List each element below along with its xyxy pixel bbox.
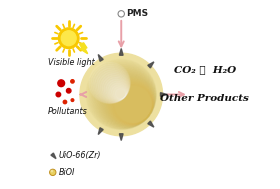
Circle shape xyxy=(114,85,152,124)
Circle shape xyxy=(71,99,74,101)
Circle shape xyxy=(105,77,154,125)
Text: PMS: PMS xyxy=(127,9,149,18)
Circle shape xyxy=(50,170,53,172)
Polygon shape xyxy=(80,43,88,54)
Circle shape xyxy=(59,28,79,49)
Circle shape xyxy=(102,75,128,101)
Circle shape xyxy=(71,80,74,83)
Circle shape xyxy=(50,169,56,176)
Circle shape xyxy=(110,83,127,100)
Circle shape xyxy=(66,88,71,93)
Circle shape xyxy=(99,71,155,127)
Text: BiOI: BiOI xyxy=(59,168,75,177)
Circle shape xyxy=(118,11,124,17)
Polygon shape xyxy=(119,134,123,140)
Circle shape xyxy=(95,68,129,103)
Polygon shape xyxy=(119,49,123,55)
Text: CO₂ 、  H₂O: CO₂ 、 H₂O xyxy=(174,66,236,75)
Circle shape xyxy=(98,72,129,102)
Text: Pollutants: Pollutants xyxy=(48,107,88,116)
Circle shape xyxy=(56,92,61,97)
Circle shape xyxy=(93,66,130,103)
Text: Visible light: Visible light xyxy=(48,58,95,67)
Circle shape xyxy=(93,66,155,128)
Circle shape xyxy=(90,64,156,129)
Circle shape xyxy=(115,88,126,99)
Polygon shape xyxy=(51,153,56,159)
Circle shape xyxy=(97,70,129,102)
Circle shape xyxy=(111,82,153,124)
Circle shape xyxy=(91,64,130,103)
Circle shape xyxy=(58,80,65,87)
Circle shape xyxy=(108,81,127,100)
Circle shape xyxy=(92,65,155,128)
Circle shape xyxy=(108,80,153,125)
Circle shape xyxy=(96,69,155,127)
Polygon shape xyxy=(98,54,103,61)
Circle shape xyxy=(113,87,126,99)
Polygon shape xyxy=(148,121,154,127)
Text: UiO-66(Zr): UiO-66(Zr) xyxy=(59,151,101,160)
Polygon shape xyxy=(148,62,154,68)
Circle shape xyxy=(80,53,162,136)
Circle shape xyxy=(101,73,154,126)
Circle shape xyxy=(95,67,155,128)
Circle shape xyxy=(112,84,153,124)
Circle shape xyxy=(104,76,154,126)
Circle shape xyxy=(109,81,153,125)
Circle shape xyxy=(106,79,127,101)
Circle shape xyxy=(88,61,156,129)
Circle shape xyxy=(89,62,156,129)
Circle shape xyxy=(102,74,154,126)
Circle shape xyxy=(106,78,153,125)
Circle shape xyxy=(100,74,128,102)
Text: Other Products: Other Products xyxy=(160,94,249,103)
Circle shape xyxy=(104,77,128,101)
Circle shape xyxy=(98,70,155,127)
Polygon shape xyxy=(98,128,103,135)
Circle shape xyxy=(86,59,156,130)
Circle shape xyxy=(61,31,76,46)
Circle shape xyxy=(89,62,130,104)
Circle shape xyxy=(111,85,126,100)
Polygon shape xyxy=(160,93,167,96)
Circle shape xyxy=(63,100,67,104)
